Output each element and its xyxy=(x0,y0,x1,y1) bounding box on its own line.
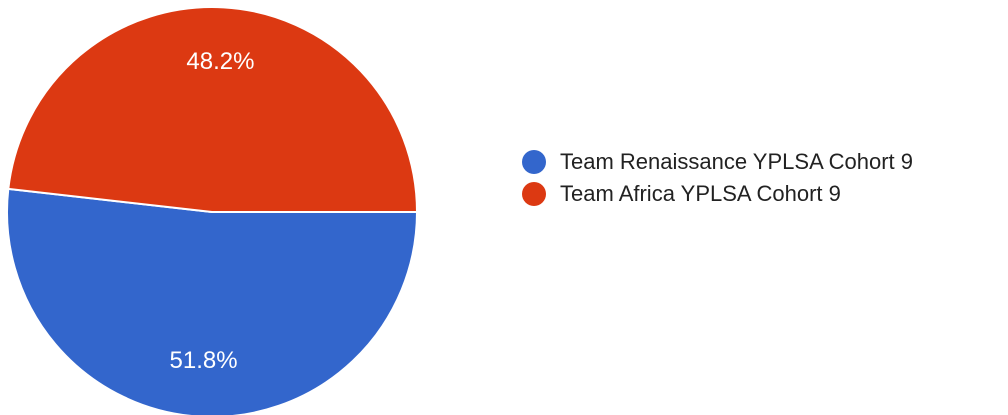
legend-label: Team Renaissance YPLSA Cohort 9 xyxy=(560,149,914,174)
pie-slice-team-africa[interactable] xyxy=(7,6,419,213)
slice-percent-label: 48.2% xyxy=(186,48,254,75)
pie-slice-team-renaissance[interactable] xyxy=(6,187,419,415)
slice-percent-label: 51.8% xyxy=(170,347,238,374)
legend-swatch-icon xyxy=(522,182,546,206)
chart-legend: Team Renaissance YPLSA Cohort 9 Team Afri… xyxy=(522,146,913,210)
legend-swatch-icon xyxy=(522,150,546,174)
legend-label: Team Africa YPLSA Cohort 9 xyxy=(560,181,841,206)
legend-item[interactable]: Team Renaissance YPLSA Cohort 9 xyxy=(522,146,913,178)
legend-item[interactable]: Team Africa YPLSA Cohort 9 xyxy=(522,178,913,210)
